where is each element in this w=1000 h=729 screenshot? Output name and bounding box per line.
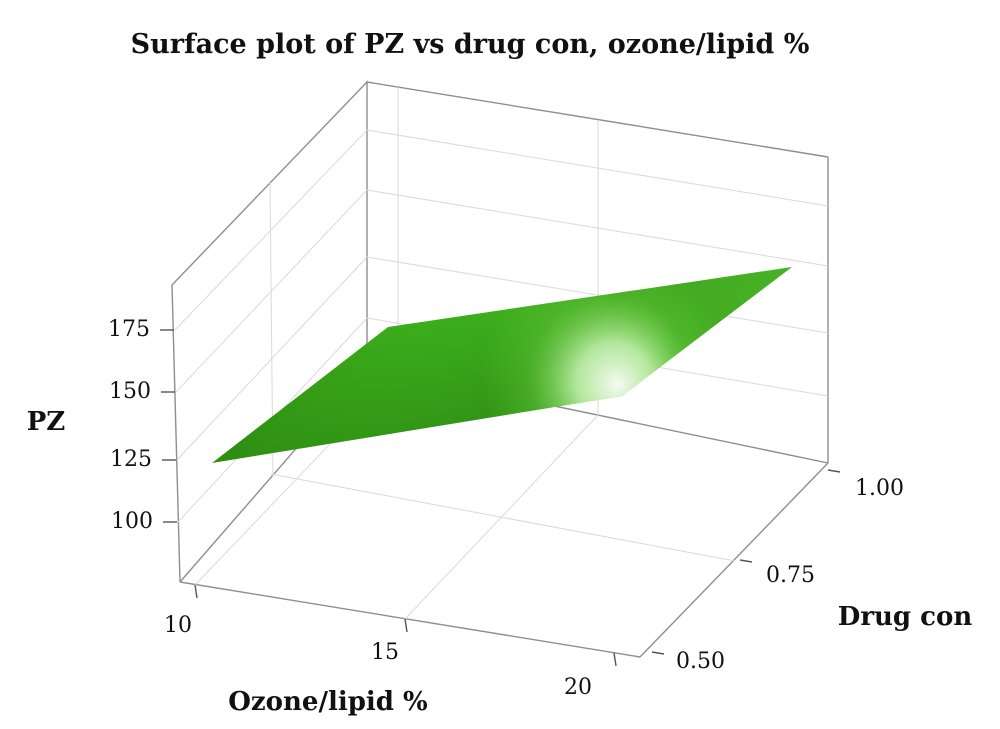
y-axis: 0.50 0.75 1.00 Drug con	[651, 469, 973, 674]
z-tick-label: 150	[109, 379, 151, 404]
floor-right-edge	[639, 462, 829, 658]
z-axis: 175 150 125 100 PZ	[27, 317, 177, 534]
response-surface	[212, 267, 792, 463]
y-tick-mark	[827, 469, 841, 473]
chart-title: Surface plot of PZ vs drug con, ozone/li…	[131, 29, 810, 60]
x-tick-label: 10	[164, 613, 192, 638]
y-tick-label: 0.75	[766, 563, 815, 588]
z-tick-label: 100	[111, 509, 153, 534]
z-axis-label: PZ	[27, 407, 66, 437]
y-tick-mark	[651, 651, 665, 655]
floor-front-edge	[179, 581, 641, 658]
grid-left-wall	[174, 129, 368, 331]
y-tick-mark	[739, 559, 753, 563]
z-tick-label: 125	[110, 447, 152, 472]
back-wall-top-edge	[366, 81, 829, 158]
y-axis-label: Drug con	[838, 602, 973, 632]
x-tick-mark	[613, 652, 617, 667]
front-left-edge	[171, 284, 181, 583]
z-tick-label: 175	[108, 317, 150, 342]
grid-floor	[270, 473, 736, 562]
x-tick-label: 15	[371, 640, 399, 665]
y-tick-label: 1.00	[855, 476, 904, 501]
x-tick-label: 20	[564, 675, 592, 700]
grid-lines	[174, 87, 829, 620]
x-axis-label: Ozone/lipid %	[228, 687, 428, 717]
y-tick-label: 0.50	[676, 649, 725, 674]
x-axis: 10 15 20 Ozone/lipid %	[164, 584, 617, 717]
surface-highlight	[212, 267, 792, 463]
x-tick-mark	[404, 618, 408, 633]
x-tick-mark	[194, 584, 198, 599]
